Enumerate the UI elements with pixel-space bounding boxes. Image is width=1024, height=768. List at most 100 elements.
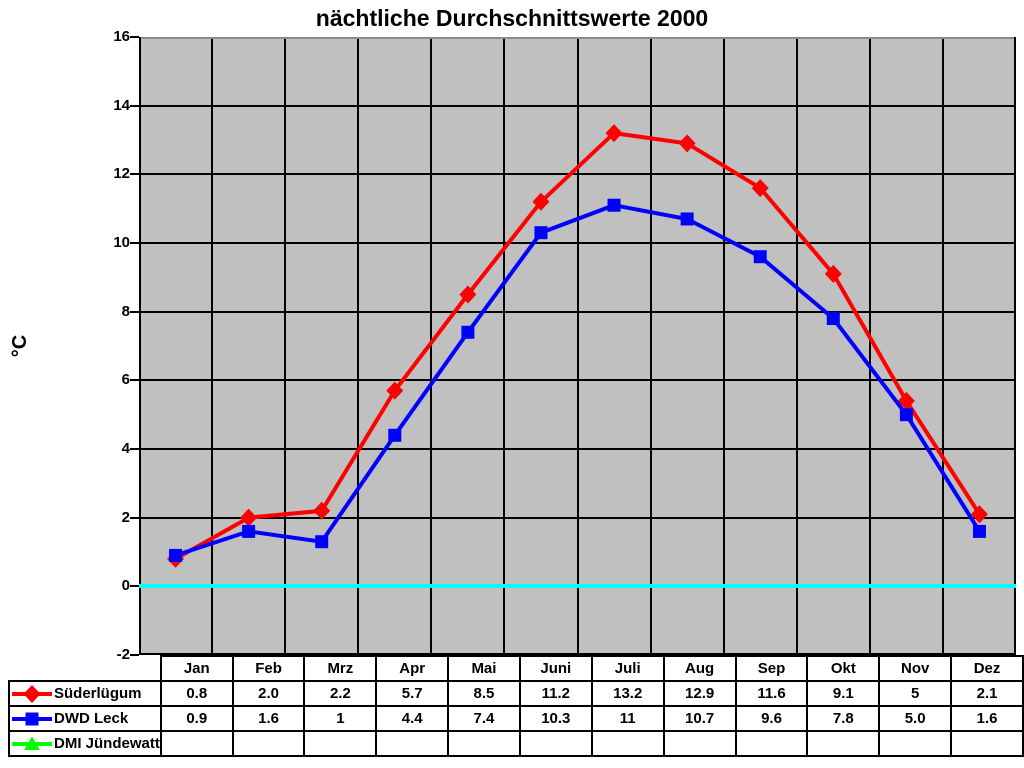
gridline-vertical	[942, 37, 944, 655]
square-marker	[534, 226, 548, 240]
legend-cell: DWD Leck	[8, 705, 162, 732]
square-marker	[899, 408, 913, 422]
y-tick-mark	[130, 654, 139, 656]
gridline-vertical	[796, 37, 798, 655]
month-header-cell: Apr	[375, 655, 450, 682]
value-cell: 4.4	[375, 705, 450, 732]
y-tick-mark	[130, 585, 139, 587]
diamond-marker	[240, 508, 258, 527]
chart-title: nächtliche Durchschnittswerte 2000	[315, 5, 709, 31]
value-cell: 2.1	[950, 680, 1024, 707]
value-cell: 0.8	[159, 680, 234, 707]
table-row: DWD Leck 0.9 1.6 1 4.4 7.4 10.3 11 10.7 9.6 7.8 5.0…	[8, 705, 1024, 732]
series-line-diamond	[174, 130, 982, 561]
square-marker	[753, 250, 767, 264]
series-line-square	[174, 203, 982, 558]
y-tick-mark	[130, 173, 139, 175]
square-marker	[315, 535, 329, 549]
value-cell	[447, 730, 521, 757]
plot-area	[139, 37, 1016, 655]
legend-cell: Süderlügum	[8, 680, 162, 707]
zero-line	[139, 584, 1016, 588]
square-marker	[461, 325, 475, 339]
month-header-cell: Juni	[518, 655, 593, 682]
y-tick-label: 4	[121, 440, 130, 457]
y-tick-label: -2	[116, 646, 130, 663]
value-cell	[590, 730, 665, 757]
diamond-marker	[678, 134, 696, 153]
y-tick-label: 14	[113, 97, 130, 114]
diamond-marker	[532, 192, 550, 211]
legend-swatch-square-icon	[12, 712, 52, 725]
square-marker	[607, 198, 621, 212]
value-cell: 10.3	[518, 705, 593, 732]
y-tick-mark	[130, 242, 139, 244]
gridline-vertical	[357, 37, 359, 655]
value-cell	[806, 730, 881, 757]
value-cell: 7.4	[447, 705, 521, 732]
table-corner-cell	[9, 656, 161, 681]
value-cell	[518, 730, 593, 757]
y-tick-label: 6	[121, 371, 130, 388]
square-marker	[826, 312, 840, 326]
value-cell: 10.7	[662, 705, 737, 732]
value-cell: 5.7	[375, 680, 450, 707]
legend-swatch-diamond-icon	[12, 684, 52, 703]
square-marker	[680, 212, 694, 226]
plot-top-edge	[139, 37, 1016, 39]
value-cell: 13.2	[590, 680, 665, 707]
value-cell: 1.6	[950, 705, 1024, 732]
plot-left-edge	[139, 37, 141, 655]
value-cell	[950, 730, 1024, 757]
y-tick-label: 12	[113, 165, 130, 182]
diamond-marker	[824, 264, 842, 283]
value-cell: 1	[303, 705, 378, 732]
diamond-marker	[751, 179, 769, 198]
value-cell: 9.1	[806, 680, 881, 707]
value-cell	[159, 730, 234, 757]
gridline-vertical	[723, 37, 725, 655]
month-header-cell: Mai	[447, 655, 521, 682]
month-header-cell: Juli	[590, 655, 665, 682]
value-cell	[878, 730, 953, 757]
square-marker	[25, 712, 39, 725]
month-header-cell: Mrz	[303, 655, 378, 682]
month-header-row: Jan Feb Mrz Apr Mai Juni Juli Aug Sep Okt Nov Dez	[9, 655, 1024, 682]
value-cell: 2.0	[231, 680, 306, 707]
diamond-marker	[23, 684, 41, 703]
value-cell	[375, 730, 450, 757]
diamond-marker	[897, 391, 915, 410]
month-header-cell: Feb	[231, 655, 306, 682]
value-cell: 9.6	[734, 705, 809, 732]
y-tick-mark	[130, 379, 139, 381]
y-tick-label: 10	[113, 234, 130, 251]
y-tick-mark	[130, 517, 139, 519]
square-marker	[169, 548, 183, 562]
diamond-marker	[313, 501, 331, 520]
diamond-marker	[605, 124, 623, 143]
value-cell: 11.6	[734, 680, 809, 707]
square-marker	[242, 524, 256, 538]
table-row: Süderlügum 0.8 2.0 2.2 5.7 8.5 11.2 13.2 12.9 11.…	[8, 680, 1024, 707]
y-tick-mark	[130, 105, 139, 107]
month-header-cell: Jan	[159, 655, 234, 682]
square-marker	[388, 428, 402, 442]
value-cell: 5	[878, 680, 953, 707]
value-cell	[734, 730, 809, 757]
month-header-cell: Okt	[806, 655, 881, 682]
table-row: DMI Jündewatt	[8, 730, 1024, 757]
y-tick-mark	[130, 448, 139, 450]
value-cell: 12.9	[662, 680, 737, 707]
gridline-vertical	[284, 37, 286, 655]
legend-label: Süderlügum	[54, 685, 142, 702]
diamond-marker	[970, 505, 988, 524]
gridline-vertical	[650, 37, 652, 655]
y-tick-mark	[130, 311, 139, 313]
value-cell	[303, 730, 378, 757]
legend-cell: DMI Jündewatt	[8, 730, 162, 757]
gridline-vertical	[503, 37, 505, 655]
month-header-cell: Aug	[662, 655, 737, 682]
value-cell: 5.0	[878, 705, 953, 732]
plot-right-edge	[1014, 37, 1016, 655]
month-header-cell: Nov	[878, 655, 953, 682]
